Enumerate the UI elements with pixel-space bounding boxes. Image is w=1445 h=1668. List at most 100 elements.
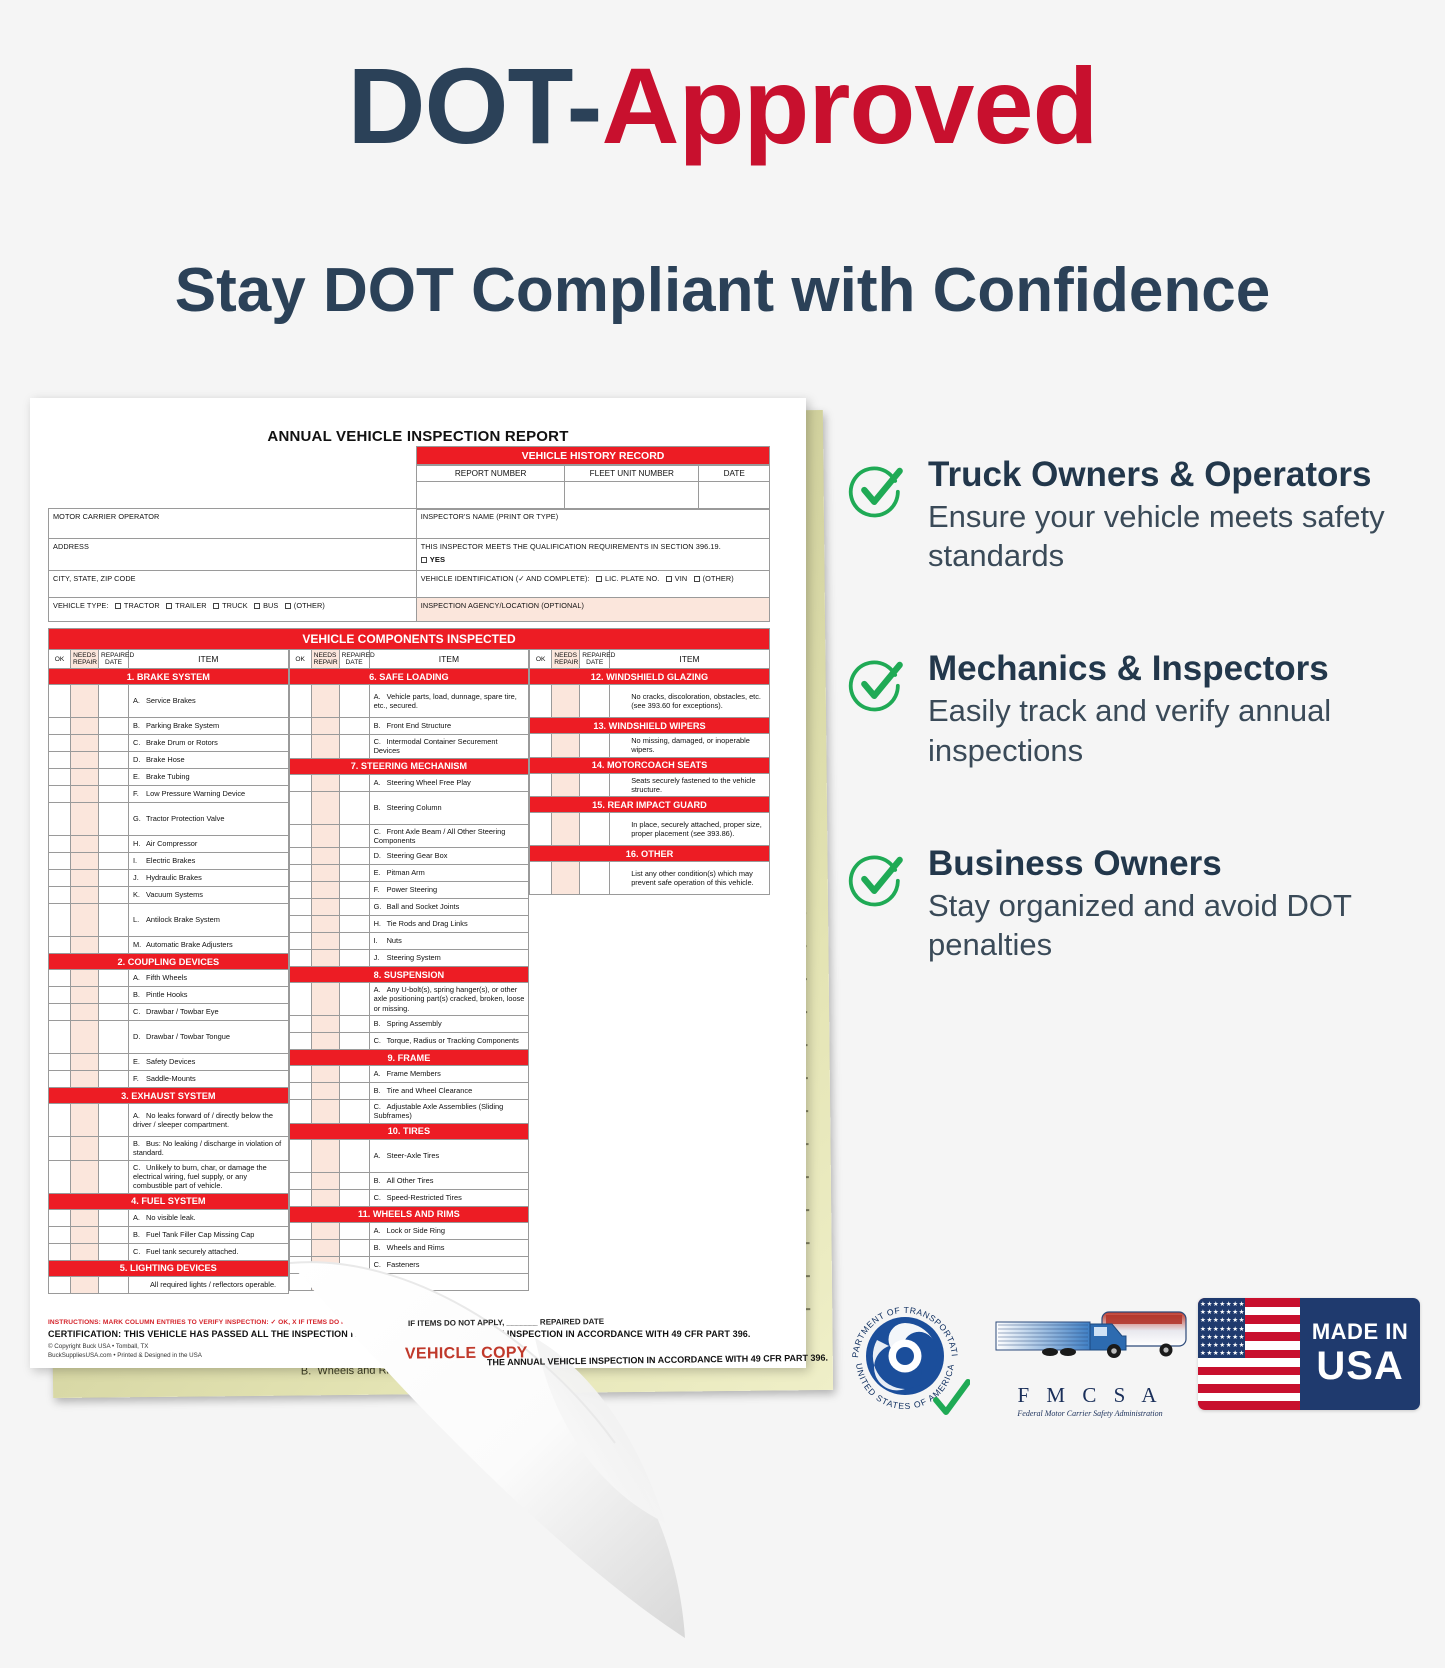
item-repaired-date-cell[interactable] <box>338 1099 370 1124</box>
field-vehicle-type[interactable]: VEHICLE TYPE: TRACTOR TRAILER TRUCK BUS … <box>48 597 417 622</box>
item-repaired-date-cell[interactable] <box>579 684 611 718</box>
item-repaired-date-cell[interactable] <box>338 773 370 792</box>
item-repaired-date-cell[interactable] <box>579 772 611 797</box>
item-repaired-date-cell[interactable] <box>338 932 370 950</box>
item-repaired-date-cell[interactable] <box>338 1238 370 1257</box>
item-ok-cell[interactable] <box>48 802 71 836</box>
item-ok-cell[interactable] <box>288 1272 312 1291</box>
item-repaired-date-cell[interactable] <box>338 982 370 1016</box>
item-ok-cell[interactable] <box>288 1188 312 1207</box>
item-needs-repair-cell[interactable] <box>70 969 99 987</box>
item-repaired-date-cell[interactable] <box>98 835 129 853</box>
item-ok-cell[interactable] <box>48 869 71 887</box>
item-ok-cell[interactable] <box>48 1020 71 1054</box>
item-ok-cell[interactable] <box>288 881 312 899</box>
item-repaired-date-cell[interactable] <box>338 1015 370 1033</box>
item-needs-repair-cell[interactable] <box>551 861 581 895</box>
item-ok-cell[interactable] <box>48 1003 71 1021</box>
item-repaired-date-cell[interactable] <box>338 734 370 759</box>
item-needs-repair-cell[interactable] <box>70 1208 99 1227</box>
item-repaired-date-cell[interactable] <box>338 1221 370 1240</box>
vehicle-type-other-checkbox[interactable] <box>284 603 291 609</box>
item-repaired-date-cell[interactable] <box>98 684 129 718</box>
vid-lic-plate-checkbox[interactable] <box>596 576 602 582</box>
field-motor-carrier-operator[interactable]: MOTOR CARRIER OPERATOR <box>48 508 417 539</box>
item-repaired-date-cell[interactable] <box>338 1032 370 1050</box>
item-needs-repair-cell[interactable] <box>310 881 340 899</box>
item-ok-cell[interactable] <box>529 812 553 846</box>
item-repaired-date-cell[interactable] <box>98 886 129 904</box>
vhr-input-date[interactable] <box>698 481 770 510</box>
item-ok-cell[interactable] <box>288 1015 312 1033</box>
item-ok-cell[interactable] <box>48 751 71 769</box>
item-needs-repair-cell[interactable] <box>70 1242 99 1261</box>
item-needs-repair-cell[interactable] <box>310 864 340 882</box>
item-needs-repair-cell[interactable] <box>310 790 340 825</box>
item-needs-repair-cell[interactable] <box>70 802 99 836</box>
item-needs-repair-cell[interactable] <box>310 847 340 865</box>
item-ok-cell[interactable] <box>288 1255 312 1274</box>
item-repaired-date-cell[interactable] <box>338 847 370 865</box>
item-needs-repair-cell[interactable] <box>310 1272 340 1291</box>
item-repaired-date-cell[interactable] <box>98 1275 129 1294</box>
item-repaired-date-cell[interactable] <box>98 785 129 803</box>
item-needs-repair-cell[interactable] <box>70 751 99 769</box>
item-needs-repair-cell[interactable] <box>310 915 340 933</box>
item-repaired-date-cell[interactable] <box>98 751 129 769</box>
vhr-input-fleet-unit[interactable] <box>564 481 700 510</box>
item-needs-repair-cell[interactable] <box>310 1221 340 1240</box>
item-ok-cell[interactable] <box>48 1103 71 1137</box>
item-needs-repair-cell[interactable] <box>70 684 99 718</box>
item-needs-repair-cell[interactable] <box>310 1065 340 1083</box>
item-ok-cell[interactable] <box>48 1275 71 1294</box>
item-ok-cell[interactable] <box>48 1159 71 1194</box>
item-ok-cell[interactable] <box>48 734 71 752</box>
item-ok-cell[interactable] <box>48 785 71 803</box>
item-repaired-date-cell[interactable] <box>98 768 129 786</box>
item-ok-cell[interactable] <box>48 1225 71 1244</box>
item-ok-cell[interactable] <box>288 823 312 848</box>
item-needs-repair-cell[interactable] <box>70 717 99 735</box>
item-needs-repair-cell[interactable] <box>70 886 99 904</box>
item-repaired-date-cell[interactable] <box>98 1242 129 1261</box>
item-needs-repair-cell[interactable] <box>70 768 99 786</box>
item-ok-cell[interactable] <box>48 1242 71 1261</box>
item-needs-repair-cell[interactable] <box>310 1138 340 1173</box>
item-repaired-date-cell[interactable] <box>98 1020 129 1054</box>
item-needs-repair-cell[interactable] <box>70 903 99 937</box>
item-repaired-date-cell[interactable] <box>98 1136 129 1161</box>
item-repaired-date-cell[interactable] <box>579 733 611 758</box>
item-repaired-date-cell[interactable] <box>98 802 129 836</box>
item-ok-cell[interactable] <box>288 1238 312 1257</box>
vehicle-type-tractor-checkbox[interactable] <box>114 603 121 609</box>
item-repaired-date-cell[interactable] <box>98 852 129 870</box>
item-needs-repair-cell[interactable] <box>310 1255 340 1274</box>
item-repaired-date-cell[interactable] <box>579 861 611 895</box>
item-repaired-date-cell[interactable] <box>98 1003 129 1021</box>
item-needs-repair-cell[interactable] <box>310 898 340 916</box>
vid-other-checkbox[interactable] <box>693 576 700 582</box>
item-needs-repair-cell[interactable] <box>551 684 581 718</box>
item-ok-cell[interactable] <box>48 969 71 987</box>
item-needs-repair-cell[interactable] <box>310 982 340 1016</box>
field-inspector-name[interactable]: INSPECTOR'S NAME (PRINT OR TYPE) <box>415 508 771 539</box>
item-repaired-date-cell[interactable] <box>98 986 129 1004</box>
item-repaired-date-cell[interactable] <box>98 1103 129 1137</box>
item-repaired-date-cell[interactable] <box>338 790 370 825</box>
item-needs-repair-cell[interactable] <box>310 1032 340 1050</box>
item-ok-cell[interactable] <box>48 717 71 735</box>
item-ok-cell[interactable] <box>48 1053 71 1071</box>
item-needs-repair-cell[interactable] <box>70 1225 99 1244</box>
item-repaired-date-cell[interactable] <box>98 936 129 954</box>
item-ok-cell[interactable] <box>288 898 312 916</box>
item-ok-cell[interactable] <box>288 717 312 735</box>
item-needs-repair-cell[interactable] <box>310 823 340 848</box>
item-needs-repair-cell[interactable] <box>70 1275 99 1294</box>
item-repaired-date-cell[interactable] <box>338 1255 370 1274</box>
item-repaired-date-cell[interactable] <box>338 1171 370 1190</box>
item-needs-repair-cell[interactable] <box>310 734 340 759</box>
item-ok-cell[interactable] <box>48 903 71 937</box>
item-needs-repair-cell[interactable] <box>310 717 340 735</box>
item-ok-cell[interactable] <box>288 949 312 967</box>
item-repaired-date-cell[interactable] <box>338 881 370 899</box>
